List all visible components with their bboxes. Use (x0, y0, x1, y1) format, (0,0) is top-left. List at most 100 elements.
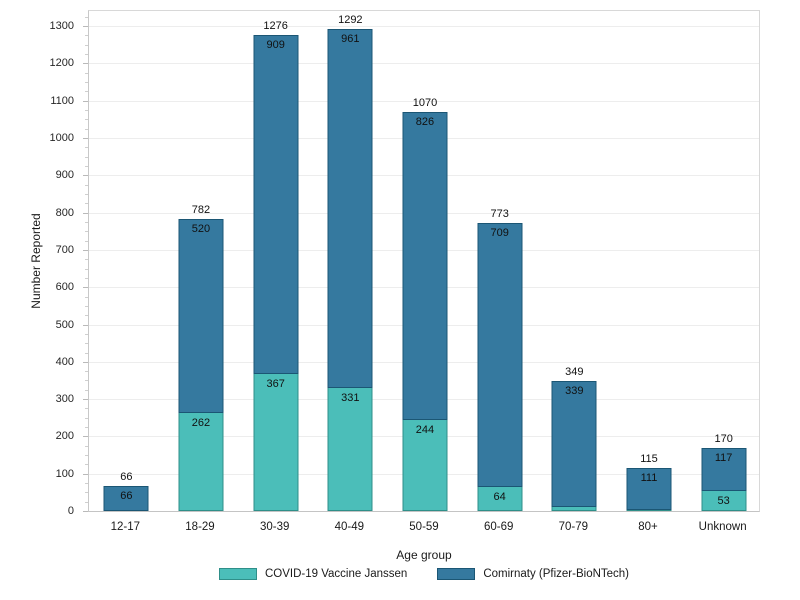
janssen-value-label: 367 (266, 378, 285, 391)
janssen-segment (327, 387, 373, 511)
janssen-segment (626, 509, 672, 511)
bar-group (551, 380, 597, 511)
bar-total-label: 66 (120, 471, 133, 484)
y-axis-minor-tick (85, 268, 88, 270)
bar-column-60-69: 773 709 64 (462, 11, 537, 511)
bar-column-12-17: 66 66 (89, 11, 164, 511)
gridline (89, 63, 759, 65)
y-axis-minor-tick (85, 72, 88, 74)
y-axis-minor-tick (85, 445, 88, 447)
bar-group (626, 468, 672, 511)
y-axis-major-tick (83, 100, 88, 102)
bar-total-label: 1276 (263, 20, 288, 33)
bar-total-label: 349 (565, 365, 584, 378)
y-axis-major-tick (83, 287, 88, 289)
comirnaty-value-label: 961 (341, 33, 360, 46)
y-axis-tick-label: 1200 (49, 57, 74, 70)
janssen-value-label: 64 (493, 491, 506, 504)
y-axis-minor-tick (85, 501, 88, 503)
legend-label: Comirnaty (Pfizer-BioNTech) (483, 568, 630, 580)
comirnaty-value-label: 66 (120, 490, 133, 503)
y-axis-tick-label: 100 (55, 467, 74, 480)
bar-column-18-29: 782 520 262 (164, 11, 239, 511)
janssen-value-label: 53 (717, 495, 730, 508)
y-axis-minor-tick (85, 492, 88, 494)
comirnaty-value-label: 520 (191, 223, 211, 236)
comirnaty-segment (626, 468, 672, 510)
y-axis-major-tick (83, 324, 88, 326)
y-axis-tick-label: 500 (55, 318, 74, 331)
y-axis-tick-label: 300 (55, 393, 74, 406)
x-axis-category-label: 12-17 (110, 521, 141, 533)
legend-item: Comirnaty (Pfizer-BioNTech) (437, 568, 629, 580)
y-axis-minor-tick (85, 91, 88, 93)
comirnaty-segment (551, 380, 597, 508)
bar-column-unknown: 170 117 53 (686, 11, 761, 511)
gridline (89, 100, 759, 102)
bar-column-30-39: 1276 909 367 (238, 11, 313, 511)
x-axis-category-label: 60-69 (483, 521, 514, 533)
x-axis-title: Age group (396, 548, 452, 562)
bar-group (178, 219, 224, 511)
comirnaty-segment (402, 111, 448, 420)
janssen-segment (701, 491, 747, 511)
y-axis-tick-label: 700 (55, 243, 74, 256)
y-axis-tick-label: 1100 (50, 94, 74, 107)
y-axis-minor-tick (85, 483, 88, 485)
y-axis-major-tick (83, 361, 88, 363)
comirnaty-value-label: 709 (490, 226, 509, 239)
y-axis-minor-tick (85, 296, 88, 298)
bar-column-50-59: 1070 826 244 (388, 11, 463, 511)
y-axis-minor-tick (85, 44, 88, 46)
y-axis-minor-tick (85, 380, 88, 382)
y-axis-minor-tick (85, 119, 88, 121)
gridline (89, 26, 759, 28)
y-axis-tick-label: 200 (55, 430, 74, 443)
comirnaty-segment (178, 219, 224, 414)
bar-column-70-79: 349 339 (537, 11, 612, 511)
y-axis-major-tick (83, 63, 88, 65)
janssen-value-label: 262 (191, 417, 211, 430)
y-axis-tick-label: 900 (55, 169, 74, 182)
bar-total-label: 170 (714, 432, 733, 445)
janssen-segment (253, 374, 299, 511)
janssen-segment (551, 507, 597, 511)
janssen-segment (477, 487, 523, 511)
y-axis-minor-tick (85, 16, 88, 18)
y-axis-minor-tick (85, 371, 88, 373)
y-axis-minor-tick (85, 352, 88, 354)
legend-item: COVID-19 Vaccine Janssen (218, 568, 407, 580)
y-axis-tick-label: 800 (55, 206, 74, 219)
bar-total-label: 1070 (412, 96, 438, 109)
y-axis-tick-label: 0 (67, 505, 74, 517)
bar-group (477, 222, 523, 511)
y-axis-tick-label: 600 (55, 281, 74, 294)
y-axis-major-tick (83, 399, 88, 401)
bar-group (701, 447, 747, 511)
comirnaty-segment (327, 29, 373, 388)
y-axis-minor-tick (85, 110, 88, 112)
janssen-value-label: 331 (341, 391, 360, 404)
bar-total-label: 773 (490, 207, 509, 220)
y-axis-tick-label: 400 (55, 355, 74, 368)
plot-area: 66 66 782 520 262 1276 909 367 1292 961 331 1070 826… (83, 10, 761, 512)
y-axis-minor-tick (85, 147, 88, 149)
janssen-segment (402, 420, 448, 511)
comirnaty-value-label: 111 (640, 472, 658, 485)
y-axis-minor-tick (85, 166, 88, 168)
legend-swatch (437, 568, 476, 580)
janssen-value-label: 244 (415, 424, 435, 436)
x-axis-category-label: 30-39 (259, 521, 290, 533)
y-axis-minor-tick (85, 343, 88, 345)
y-axis-minor-tick (85, 277, 88, 279)
x-axis-category-label: 18-29 (185, 521, 215, 533)
comirnaty-segment (103, 486, 149, 511)
y-axis-minor-tick (85, 194, 88, 195)
y-axis-minor-tick (85, 333, 88, 335)
y-axis-minor-tick (85, 184, 88, 186)
bar-group (327, 29, 373, 511)
bar-total-label: 115 (640, 453, 658, 466)
x-axis-category-label: Unknown (698, 521, 747, 533)
x-axis-category-label: 50-59 (409, 521, 439, 533)
y-axis-major-tick (83, 249, 88, 251)
